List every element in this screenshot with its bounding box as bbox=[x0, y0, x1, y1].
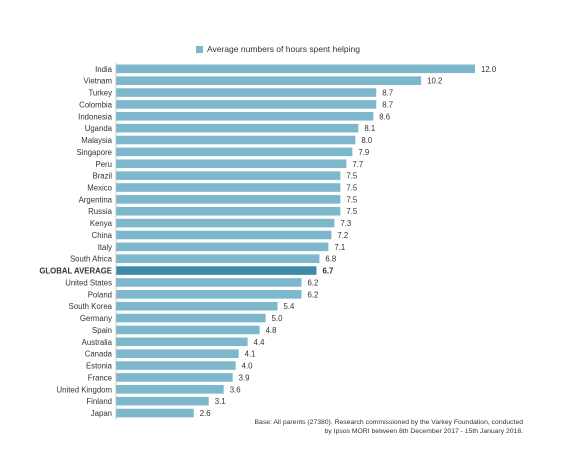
category-label-germany: Germany bbox=[80, 314, 112, 323]
bar-vietnam bbox=[116, 76, 422, 85]
value-label-argentina: 7.5 bbox=[346, 195, 358, 204]
bar-united-kingdom bbox=[116, 384, 224, 394]
legend-swatch bbox=[196, 45, 203, 53]
category-label-finland: Finland bbox=[86, 397, 112, 406]
bar-turkey bbox=[116, 88, 377, 97]
bar-peru bbox=[116, 159, 347, 169]
bar-italy bbox=[116, 242, 329, 252]
footnote: Base: All parents (27380). Research comm… bbox=[223, 418, 524, 436]
bar-russia bbox=[116, 206, 341, 216]
category-label-spain: Spain bbox=[92, 326, 112, 335]
value-label-spain: 4.8 bbox=[266, 326, 277, 335]
bar-global-average bbox=[116, 266, 317, 275]
value-label-japan: 2.6 bbox=[200, 409, 211, 418]
category-label-poland: Poland bbox=[88, 290, 112, 299]
value-label-italy: 7.1 bbox=[334, 243, 345, 252]
value-label-indonesia: 8.6 bbox=[379, 112, 390, 121]
bar-spain bbox=[116, 325, 260, 335]
value-label-germany: 5.0 bbox=[272, 314, 284, 323]
bar-france bbox=[116, 373, 233, 382]
value-label-singapore: 7.9 bbox=[358, 148, 369, 157]
value-label-south-africa: 6.8 bbox=[325, 255, 336, 264]
value-label-malaysia: 8.0 bbox=[361, 136, 373, 145]
category-label-south-africa: South Africa bbox=[70, 255, 113, 264]
value-label-mexico: 7.5 bbox=[346, 184, 358, 193]
value-label-russia: 7.5 bbox=[346, 207, 358, 216]
category-label-malaysia: Malaysia bbox=[81, 136, 112, 145]
category-label-france: France bbox=[88, 373, 112, 382]
bar-singapore bbox=[116, 147, 353, 157]
value-label-united-states: 6.2 bbox=[307, 278, 318, 287]
bar-united-states bbox=[116, 278, 302, 287]
category-label-brazil: Brazil bbox=[93, 172, 113, 181]
bar-kenya bbox=[116, 218, 335, 228]
category-label-south-korea: South Korea bbox=[69, 302, 113, 311]
category-label-turkey: Turkey bbox=[88, 89, 112, 98]
bar-malaysia bbox=[116, 135, 356, 145]
value-label-peru: 7.7 bbox=[352, 160, 363, 169]
value-label-poland: 6.2 bbox=[307, 290, 318, 299]
category-label-estonia: Estonia bbox=[86, 362, 113, 371]
bar-argentina bbox=[116, 195, 341, 204]
category-label-mexico: Mexico bbox=[87, 184, 112, 193]
category-label-australia: Australia bbox=[82, 338, 113, 347]
bar-japan bbox=[116, 408, 194, 418]
category-label-china: China bbox=[92, 231, 113, 240]
value-label-france: 3.9 bbox=[239, 373, 250, 382]
category-label-argentina: Argentina bbox=[79, 195, 113, 204]
bar-australia bbox=[116, 337, 248, 347]
bar-poland bbox=[116, 290, 302, 299]
value-label-colombia: 8.7 bbox=[382, 100, 393, 109]
value-label-global-average: 6.7 bbox=[322, 267, 333, 276]
value-label-uganda: 8.1 bbox=[364, 124, 375, 133]
category-label-canada: Canada bbox=[85, 350, 113, 359]
value-label-china: 7.2 bbox=[337, 231, 348, 240]
legend: Average numbers of hours spent helping bbox=[196, 43, 360, 55]
value-label-kenya: 7.3 bbox=[340, 219, 351, 228]
bar-germany bbox=[116, 313, 266, 323]
value-label-united-kingdom: 3.6 bbox=[230, 385, 241, 394]
bar-estonia bbox=[116, 361, 236, 370]
category-label-vietnam: Vietnam bbox=[84, 77, 112, 86]
value-label-estonia: 4.0 bbox=[242, 362, 254, 371]
bar-brazil bbox=[116, 171, 341, 180]
category-label-india: India bbox=[95, 65, 113, 74]
bar-indonesia bbox=[116, 111, 374, 121]
category-label-kenya: Kenya bbox=[90, 219, 113, 228]
bar-finland bbox=[116, 396, 209, 406]
category-label-indonesia: Indonesia bbox=[78, 112, 112, 121]
bar-uganda bbox=[116, 123, 359, 133]
value-label-australia: 4.4 bbox=[254, 338, 266, 347]
category-label-uganda: Uganda bbox=[85, 124, 113, 133]
value-label-brazil: 7.5 bbox=[346, 172, 358, 181]
bar-south-africa bbox=[116, 254, 320, 264]
footnote-line-2: by Ipsos MORI between 8th December 2017 … bbox=[324, 428, 523, 435]
value-label-canada: 4.1 bbox=[245, 350, 256, 359]
value-label-india: 12.0 bbox=[481, 65, 497, 74]
bar-india bbox=[116, 64, 475, 74]
value-label-finland: 3.1 bbox=[215, 397, 226, 406]
bar-mexico bbox=[116, 183, 341, 192]
category-label-italy: Italy bbox=[98, 243, 112, 252]
category-label-peru: Peru bbox=[96, 160, 112, 169]
bar-south-korea bbox=[116, 301, 278, 311]
value-label-south-korea: 5.4 bbox=[284, 302, 296, 311]
footnote-line-1: Base: All parents (27380). Research comm… bbox=[254, 419, 524, 426]
category-label-global-average: GLOBAL AVERAGE bbox=[39, 267, 112, 276]
legend-label: Average numbers of hours spent helping bbox=[207, 44, 360, 54]
bar-china bbox=[116, 230, 332, 240]
bar-canada bbox=[116, 349, 239, 358]
category-label-united-states: United States bbox=[65, 278, 112, 287]
value-label-turkey: 8.7 bbox=[382, 89, 393, 98]
category-label-singapore: Singapore bbox=[76, 148, 112, 157]
value-label-vietnam: 10.2 bbox=[427, 77, 442, 86]
category-label-japan: Japan bbox=[91, 409, 112, 418]
category-label-russia: Russia bbox=[88, 207, 112, 216]
bar-colombia bbox=[116, 100, 377, 109]
category-label-colombia: Colombia bbox=[79, 100, 113, 109]
category-label-united-kingdom: United Kingdom bbox=[57, 385, 112, 394]
